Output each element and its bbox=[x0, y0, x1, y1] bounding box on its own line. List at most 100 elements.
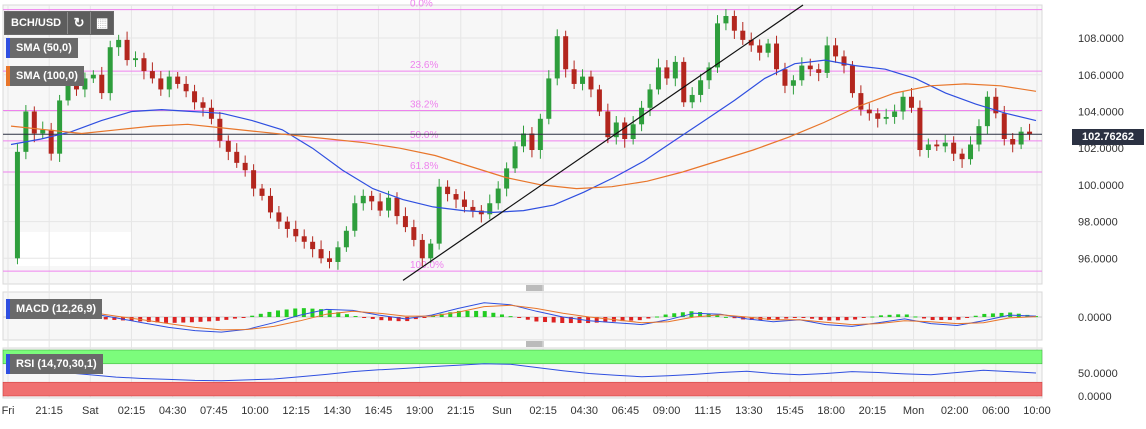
moving-averages bbox=[10, 59, 1037, 214]
candle-body bbox=[251, 170, 257, 189]
rsi-label: RSI (14,70,30,1) bbox=[16, 358, 97, 370]
candle-body bbox=[166, 76, 172, 90]
sma100-label: SMA (100,0) bbox=[16, 70, 78, 82]
candle-body bbox=[647, 89, 653, 108]
macd-histogram-bar bbox=[861, 317, 866, 319]
macd-histogram-bar bbox=[353, 315, 358, 317]
macd-histogram-bar bbox=[551, 317, 556, 323]
macd-signal-line bbox=[10, 304, 1037, 331]
candle-body bbox=[782, 69, 788, 86]
rsi-legend[interactable]: RSI (14,70,30,1) bbox=[6, 354, 103, 374]
candle-body bbox=[470, 206, 476, 211]
macd-histogram-bar bbox=[172, 317, 177, 323]
macd-histogram-bar bbox=[818, 317, 823, 320]
candle-body bbox=[124, 39, 130, 61]
candle-body bbox=[65, 76, 71, 101]
time-tick-label: 21:15 bbox=[447, 405, 475, 417]
candle-body bbox=[833, 45, 839, 57]
macd-histogram-bar bbox=[491, 312, 496, 317]
candle-body bbox=[200, 102, 206, 108]
candle-body bbox=[428, 243, 434, 259]
macd-histogram-bar bbox=[112, 317, 117, 320]
macd-histogram-bar bbox=[224, 317, 229, 320]
fib-label: 61.8% bbox=[410, 161, 438, 172]
sma50-legend[interactable]: SMA (50,0) bbox=[6, 38, 78, 58]
price-tick-label: 96.0000 bbox=[1078, 253, 1118, 265]
candle-body bbox=[267, 195, 273, 213]
macd-histogram-bar bbox=[913, 316, 918, 318]
candle-body bbox=[993, 96, 999, 114]
candle-body bbox=[622, 122, 628, 139]
trendline bbox=[402, 4, 804, 281]
candle-body bbox=[175, 76, 181, 84]
time-tick-label: 11:15 bbox=[694, 405, 721, 417]
macd-histogram-bar bbox=[129, 317, 134, 321]
candle-body bbox=[259, 188, 265, 196]
macd-histogram-bar bbox=[844, 317, 849, 321]
macd-histogram-bar bbox=[422, 317, 427, 318]
rsi-overbought-zone bbox=[2, 349, 1043, 365]
macd-histogram-bar bbox=[878, 315, 883, 317]
macd-histogram-bar bbox=[534, 317, 539, 322]
candle-body bbox=[613, 122, 619, 138]
time-tick-label: Sat bbox=[82, 405, 99, 417]
rsi-oversold-zone bbox=[2, 381, 1043, 397]
macd-legend[interactable]: MACD (12,26,9) bbox=[6, 299, 103, 319]
sma50-label: SMA (50,0) bbox=[16, 42, 72, 54]
time-tick-label: 19:00 bbox=[406, 405, 434, 417]
candle-body bbox=[681, 61, 687, 103]
candle-body bbox=[31, 111, 37, 134]
macd-histogram-bar bbox=[672, 313, 677, 317]
candle-body bbox=[748, 39, 754, 46]
fib-label: 23.6% bbox=[410, 60, 438, 71]
time-tick-label: 06:00 bbox=[982, 405, 1010, 417]
candle-body bbox=[563, 36, 569, 70]
candle-body bbox=[866, 109, 872, 114]
time-tick-label: 12:15 bbox=[282, 405, 310, 417]
candle-body bbox=[757, 45, 763, 53]
candle-body bbox=[968, 144, 974, 160]
candle-body bbox=[352, 203, 358, 231]
macd-histogram-bar bbox=[465, 310, 470, 317]
candle-body bbox=[672, 61, 678, 79]
candle-body bbox=[234, 151, 240, 163]
candle-body bbox=[630, 124, 636, 139]
candle-body bbox=[225, 140, 231, 152]
candle-body bbox=[664, 67, 670, 79]
candle-body bbox=[318, 249, 324, 259]
macd-histogram-bar bbox=[198, 317, 203, 322]
candle-body bbox=[436, 186, 442, 244]
macd-histogram-bar bbox=[766, 317, 771, 321]
calendar-icon[interactable]: ▦ bbox=[90, 12, 113, 34]
macd-histogram-bar bbox=[396, 317, 401, 322]
rsi-color-swatch bbox=[6, 354, 10, 374]
trendline-segment bbox=[402, 4, 804, 281]
time-tick-label: 02:00 bbox=[941, 405, 969, 417]
symbol-selector[interactable]: BCH/USD ↻ ▦ bbox=[4, 11, 115, 35]
macd-histogram-bar bbox=[568, 317, 573, 324]
time-tick-label: Fri bbox=[2, 405, 15, 417]
macd-histogram-bar bbox=[543, 317, 548, 323]
candle-body bbox=[723, 16, 729, 24]
candle-body bbox=[934, 144, 940, 147]
macd-histogram-bar bbox=[896, 314, 901, 317]
candle-body bbox=[698, 80, 704, 95]
macd-histogram-bar bbox=[801, 317, 806, 318]
time-tick-label: 20:15 bbox=[859, 405, 887, 417]
sma100-legend[interactable]: SMA (100,0) bbox=[6, 66, 84, 86]
macd-histogram-bar bbox=[525, 317, 530, 320]
candle-body bbox=[394, 197, 400, 217]
time-tick-label: 14:30 bbox=[324, 405, 352, 417]
candle-body bbox=[858, 93, 864, 110]
fib-label: 50.0% bbox=[410, 130, 438, 141]
candle-body bbox=[445, 186, 451, 195]
candle-body bbox=[99, 74, 105, 94]
macd-histogram-bar bbox=[164, 317, 169, 323]
candle-body bbox=[529, 133, 535, 151]
candle-body bbox=[310, 241, 316, 250]
refresh-icon[interactable]: ↻ bbox=[67, 12, 90, 34]
candle-body bbox=[377, 201, 383, 211]
macd-histogram-bar bbox=[698, 312, 703, 317]
price-grid bbox=[2, 4, 1043, 399]
